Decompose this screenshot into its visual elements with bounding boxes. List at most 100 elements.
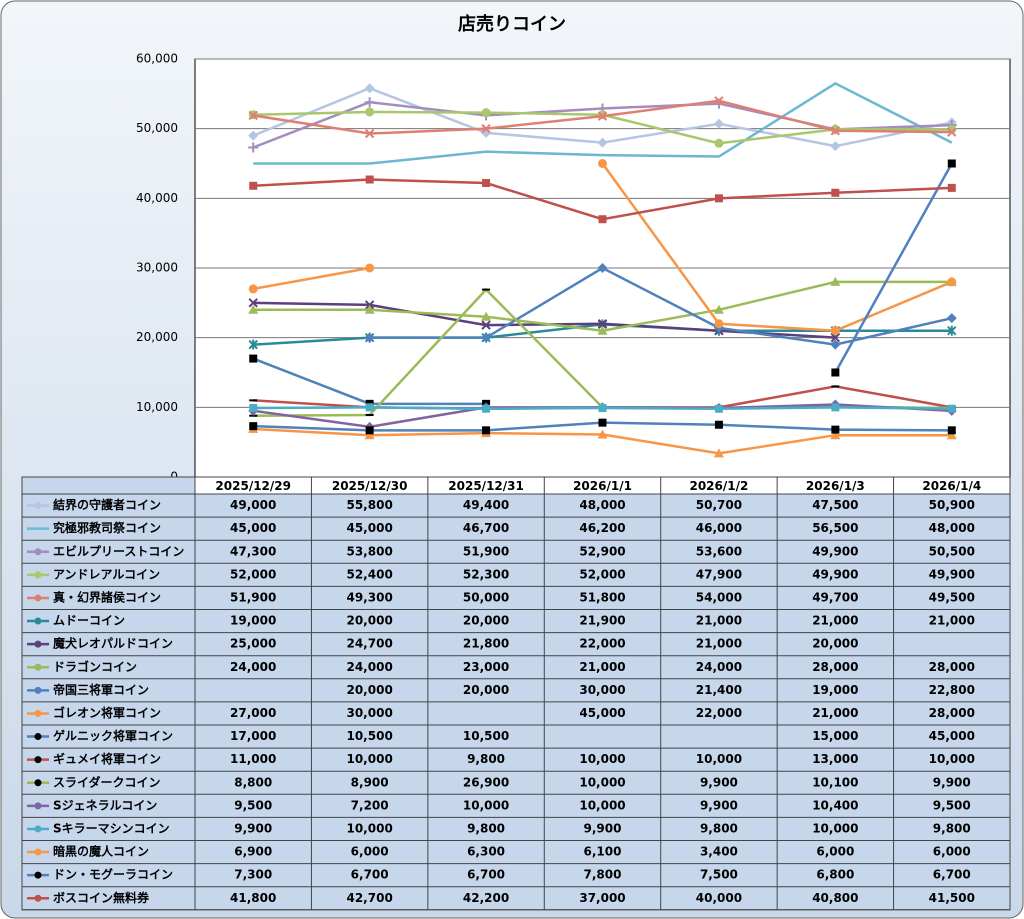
table-value: 50,700 <box>696 498 742 512</box>
marker <box>831 403 840 412</box>
table-value: 47,300 <box>230 544 276 558</box>
table-value: 30,000 <box>346 706 392 720</box>
table-value: 7,500 <box>700 868 738 882</box>
marker <box>597 325 608 335</box>
legend-label: ボスコイン無料券 <box>53 890 150 905</box>
table-value: 40,800 <box>812 891 858 905</box>
table-value: 51,900 <box>230 590 276 604</box>
legend-key-marker <box>34 733 42 741</box>
y-tick-label: 50,000 <box>136 121 178 135</box>
marker <box>364 83 375 94</box>
table-value: 52,900 <box>579 544 625 558</box>
marker <box>947 277 957 287</box>
table-value: 50,000 <box>463 590 509 604</box>
table-value: 20,000 <box>346 683 392 697</box>
series-line <box>253 81 953 165</box>
marker <box>830 430 841 440</box>
marker <box>248 142 259 153</box>
table-value: 9,500 <box>933 798 971 812</box>
marker <box>830 276 841 286</box>
table-value: 10,500 <box>463 729 509 743</box>
table-value: 6,000 <box>816 845 854 859</box>
x-tick-label: 2025/12/30 <box>332 479 408 493</box>
data-table <box>21 476 1011 911</box>
legend-label: アンドレアルコイン <box>53 567 160 581</box>
table-value: 6,700 <box>467 868 505 882</box>
legend-key-marker <box>34 548 42 556</box>
table-value: 10,000 <box>463 798 509 812</box>
table-value: 10,000 <box>346 752 392 766</box>
table-value: 28,000 <box>812 660 858 674</box>
x-tick-label: 2025/12/29 <box>215 479 291 493</box>
legend-label: 暗黒の魔人コイン <box>53 844 149 859</box>
x-tick-label: 2026/1/1 <box>573 479 632 493</box>
table-value: 41,800 <box>230 891 276 905</box>
table-value: 10,000 <box>579 775 625 789</box>
table-value: 28,000 <box>929 660 975 674</box>
table-value: 23,000 <box>463 660 509 674</box>
legend-key-marker <box>34 594 42 602</box>
table-value: 24,000 <box>696 660 742 674</box>
y-tick-label: 20,000 <box>136 330 178 344</box>
table-value: 21,000 <box>579 660 625 674</box>
marker <box>714 194 723 203</box>
table-value: 20,000 <box>812 637 858 651</box>
legend-label: ゲルニック将軍コイン <box>53 728 173 743</box>
legend-label: Sキラーマシンコイン <box>53 821 170 835</box>
marker <box>831 188 840 197</box>
table-value: 46,000 <box>696 521 742 535</box>
y-tick-label: 10,000 <box>136 400 178 414</box>
marker <box>482 404 491 413</box>
table-value: 40,000 <box>696 891 742 905</box>
table-value: 55,800 <box>346 498 392 512</box>
legend-key-marker <box>34 502 42 510</box>
table-value: 10,500 <box>346 729 392 743</box>
legend-label: ドラゴンコイン <box>53 659 137 674</box>
marker <box>481 123 491 134</box>
table-value: 54,000 <box>696 590 742 604</box>
table-value: 42,700 <box>346 891 392 905</box>
marker <box>481 332 492 343</box>
y-tick-label: 30,000 <box>136 261 178 275</box>
table-value: 9,800 <box>933 821 971 835</box>
table-value: 24,700 <box>346 637 392 651</box>
legend-key-marker <box>34 640 42 648</box>
table-value: 50,900 <box>929 498 975 512</box>
table-value: 22,000 <box>696 706 742 720</box>
table-value: 46,700 <box>463 521 509 535</box>
table-value: 56,500 <box>812 521 858 535</box>
table-value: 9,800 <box>467 752 505 766</box>
table-value: 6,900 <box>234 845 272 859</box>
marker <box>714 420 723 429</box>
legend-key-marker <box>34 779 42 787</box>
legend-key-marker <box>34 663 42 671</box>
table-value: 22,000 <box>579 637 625 651</box>
table-value: 21,000 <box>696 637 742 651</box>
table-value: 9,900 <box>700 775 738 789</box>
table-value: 45,000 <box>230 521 276 535</box>
table-value: 9,800 <box>467 821 505 835</box>
table-value: 6,000 <box>933 845 971 859</box>
marker <box>947 183 956 192</box>
table-value: 27,000 <box>230 706 276 720</box>
marker <box>598 215 607 224</box>
legend-label: Sジェネラルコイン <box>53 798 157 812</box>
table-value: 52,400 <box>346 567 392 581</box>
legend-key-marker <box>34 709 42 717</box>
table-value: 11,000 <box>230 752 276 766</box>
marker <box>249 354 258 363</box>
table-value: 6,000 <box>351 845 389 859</box>
table-value: 45,000 <box>346 521 392 535</box>
marker <box>947 404 956 413</box>
legend-key-marker <box>34 825 42 833</box>
table-value: 19,000 <box>812 683 858 697</box>
marker <box>249 422 258 431</box>
table-value: 17,000 <box>230 729 276 743</box>
marker <box>481 311 492 321</box>
marker <box>946 313 957 324</box>
marker <box>481 108 491 118</box>
x-tick-label: 2025/12/31 <box>448 479 524 493</box>
marker <box>830 332 841 343</box>
table-value: 22,800 <box>929 683 975 697</box>
